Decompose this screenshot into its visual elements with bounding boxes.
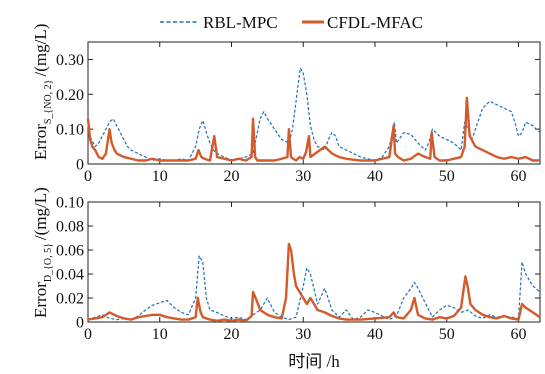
y-tick-label: 0.20 — [56, 87, 84, 104]
y-tick-label: 0.30 — [56, 52, 84, 69]
legend-label-cfdl-mfac: CFDL-MFAC — [327, 13, 423, 32]
y-tick-label: 0.08 — [56, 219, 84, 236]
series-line-rbl-mpc — [87, 255, 541, 321]
x-tick-label: 10 — [152, 326, 168, 343]
y-tick-label: 0.04 — [56, 267, 84, 284]
panel-top-frame — [87, 41, 541, 165]
x-tick-label: 10 — [152, 168, 168, 185]
x-tick-label: 60 — [510, 326, 526, 343]
x-tick-label: 40 — [367, 326, 383, 343]
x-tick-label: 50 — [439, 168, 455, 185]
y-tick-label: 0.06 — [56, 243, 84, 260]
x-tick-label: 0 — [84, 168, 92, 185]
x-tick-label: 0 — [84, 326, 92, 343]
panel-bottom-series — [87, 242, 541, 322]
x-tick-label: 20 — [223, 168, 239, 185]
x-tick-label: 60 — [510, 168, 526, 185]
panel-top-y-ticks: 0 0.10 0.20 0.30 — [56, 52, 540, 174]
y-tick-label: 0.10 — [56, 195, 84, 212]
x-tick-label: 30 — [295, 168, 311, 185]
panel-top-y-label: ErrorS_{NO, 2}/(mg/L) — [31, 24, 54, 160]
x-tick-label: 30 — [295, 326, 311, 343]
y-tick-label: 0.10 — [56, 122, 84, 139]
series-line-rbl-mpc — [87, 67, 541, 162]
panel-bottom-frame — [87, 201, 541, 323]
legend: RBL-MPC CFDL-MFAC — [160, 13, 423, 32]
series-line-cfdl-mfac — [86, 96, 540, 162]
panel-bottom-y-ticks: 0 0.02 0.04 0.06 0.08 0.10 — [56, 195, 540, 332]
panel-top-series — [86, 67, 541, 162]
y-tick-label: 0 — [76, 315, 84, 332]
x-axis-label: 时间 /h — [288, 352, 340, 371]
x-tick-label: 40 — [367, 168, 383, 185]
panel-bottom: 0 0.02 0.04 0.06 0.08 0.10 0 10 20 30 40 50 60 Erro… — [31, 187, 541, 343]
panel-top-x-ticks: 0 10 20 30 40 50 60 — [84, 42, 526, 185]
panel-bottom-y-label: ErrorD_{O, 5}/(mg/L) — [31, 187, 54, 318]
x-tick-label: 50 — [439, 326, 455, 343]
y-tick-label: 0.02 — [56, 291, 84, 308]
legend-label-rbl-mpc: RBL-MPC — [203, 13, 278, 32]
y-tick-label: 0 — [76, 157, 84, 174]
x-tick-label: 20 — [223, 326, 239, 343]
panel-top: 0 0.10 0.20 0.30 0 10 20 30 40 50 60 ErrorS_{NO, … — [31, 24, 541, 185]
series-line-cfdl-mfac — [87, 242, 541, 322]
